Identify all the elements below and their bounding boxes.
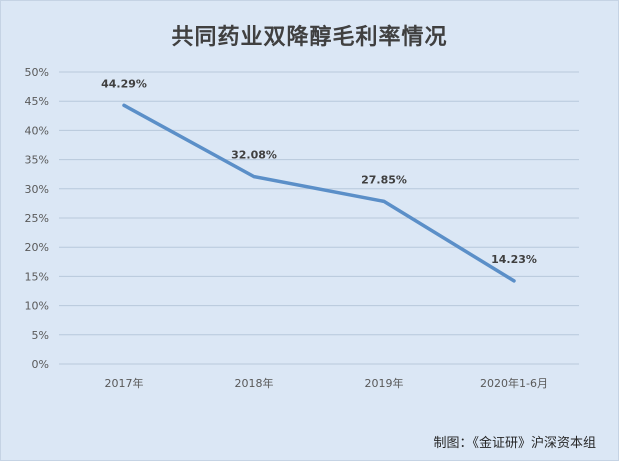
y-tick-label: 0% [32,358,49,371]
series-layer [122,103,516,283]
chart-title: 共同药业双降醇毛利率情况 [171,24,448,50]
data-label: 27.85% [361,173,407,186]
y-tick-label: 35% [25,154,49,167]
data-labels: 44.29% 32.08% 27.85% 14.23% [101,77,537,266]
y-tick-label: 40% [25,124,49,137]
data-point [512,279,516,283]
x-tick-label: 2018年 [235,376,274,390]
series-line [122,103,516,283]
y-tick-label: 50% [25,66,49,79]
y-tick-label: 45% [25,95,49,108]
x-tick-label: 2017年 [105,376,144,390]
data-label: 44.29% [101,77,147,90]
x-tick-label: 2019年 [365,376,404,390]
y-tick-label: 10% [25,300,49,313]
y-axis-ticks: 0% 5% 10% 15% 20% 25% 30% 35% 40% 45% 50% [25,66,49,371]
data-point [382,199,386,203]
y-tick-label: 30% [25,183,49,196]
y-tick-label: 5% [32,329,49,342]
gridlines [59,71,579,365]
x-tick-label: 2020年1-6月 [480,376,548,390]
data-label: 32.08% [231,149,277,162]
y-tick-label: 20% [25,241,49,254]
source-note: 制图：《金证研》沪深资本组 [433,436,596,451]
data-point [122,103,126,107]
x-axis-ticks: 2017年 2018年 2019年 2020年1-6月 [105,376,548,390]
y-tick-label: 15% [25,270,49,283]
data-point [252,175,256,179]
y-tick-label: 25% [25,212,49,225]
data-label: 14.23% [491,253,537,266]
